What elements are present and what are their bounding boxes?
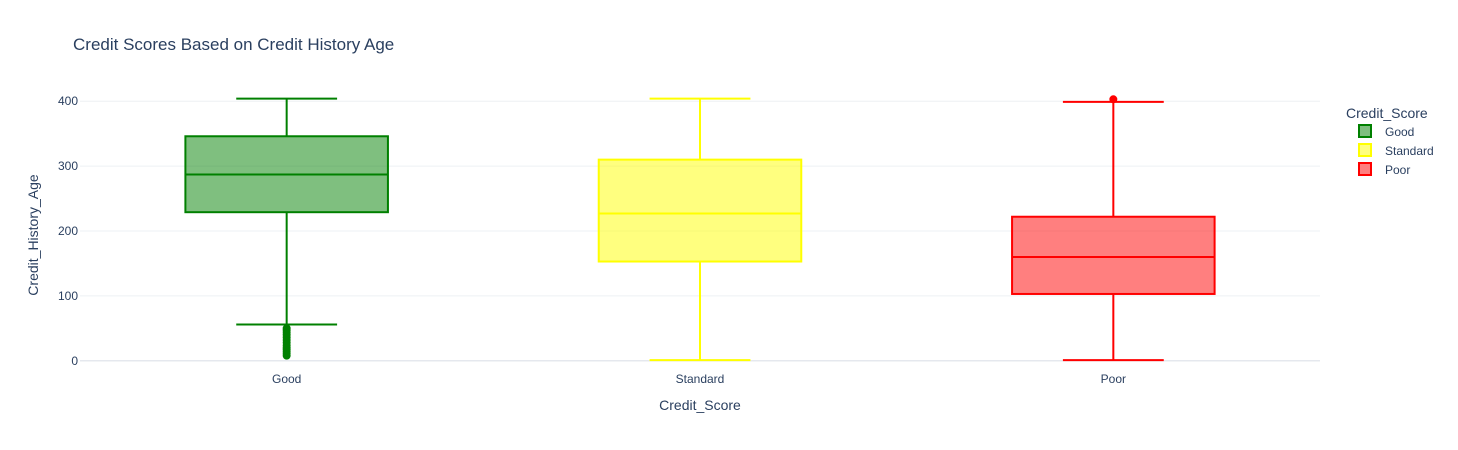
legend-item-good: Good <box>1358 124 1414 139</box>
legend-title: Credit_Score <box>1346 105 1428 121</box>
x-tick-label: Standard <box>676 372 725 386</box>
y-tick-label: 200 <box>58 224 78 238</box>
y-axis-title: Credit_History_Age <box>25 174 41 296</box>
outlier-point <box>1109 95 1118 104</box>
legend-label: Poor <box>1385 163 1410 177</box>
legend-label: Good <box>1385 125 1414 139</box>
x-tick-label: Good <box>272 372 301 386</box>
legend-item-poor: Poor <box>1358 162 1410 177</box>
x-axis-ticks: Good Standard Poor <box>272 372 1126 386</box>
legend-item-standard: Standard <box>1358 143 1434 158</box>
legend-swatch <box>1358 143 1372 157</box>
legend-label: Standard <box>1385 144 1434 158</box>
y-tick-label: 0 <box>71 354 78 368</box>
outlier-point <box>282 324 291 333</box>
legend-swatch <box>1358 162 1372 176</box>
y-tick-label: 100 <box>58 289 78 303</box>
iqr-box <box>1011 215 1216 295</box>
box-trace-poor <box>1011 95 1216 362</box>
iqr-box <box>597 158 803 263</box>
box-traces <box>184 95 1216 362</box>
box-trace-standard <box>597 97 803 362</box>
y-axis-ticks: 0 100 200 300 400 <box>58 94 78 368</box>
legend-swatch <box>1358 124 1372 138</box>
y-tick-label: 400 <box>58 94 78 108</box>
x-tick-label: Poor <box>1101 372 1126 386</box>
chart-title: Credit Scores Based on Credit History Ag… <box>73 35 394 54</box>
y-tick-label: 300 <box>58 159 78 173</box>
legend: Credit_Score Good Standard Poor <box>1346 105 1434 177</box>
x-axis-title: Credit_Score <box>659 397 741 413</box>
box-trace-good <box>184 97 389 360</box>
